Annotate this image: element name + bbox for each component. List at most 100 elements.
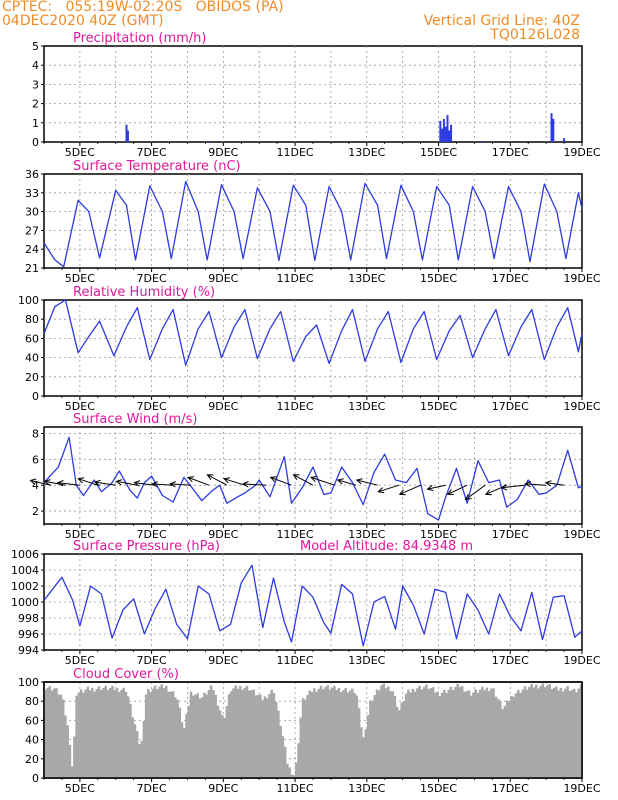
precip-bar xyxy=(480,141,483,142)
wind-vector-head xyxy=(310,476,318,483)
cloud-bar xyxy=(321,689,325,778)
cloud-bar xyxy=(364,729,368,778)
pressure-ytick-label: 998 xyxy=(18,612,39,625)
cloud-bar xyxy=(427,688,430,778)
wind-vector xyxy=(270,476,292,486)
cloud-bar xyxy=(492,688,495,778)
wind-vector-head xyxy=(133,480,141,487)
cloud-bar xyxy=(472,692,475,778)
cloud-bar xyxy=(187,705,191,778)
temp-xtick-label: 11DEC xyxy=(277,272,314,285)
cloud-bar xyxy=(566,686,569,778)
precip-frame xyxy=(43,45,583,143)
cloud-bar xyxy=(111,685,114,778)
wind-vector-head xyxy=(115,479,123,486)
cloud-bar xyxy=(494,696,498,778)
cloud-bar xyxy=(409,692,412,778)
temp-xtick-label: 19DEC xyxy=(563,272,600,285)
cloud-bar xyxy=(212,690,215,778)
cloud-bar xyxy=(313,688,316,778)
temp-xtick-label: 17DEC xyxy=(492,272,529,285)
wind-vector xyxy=(152,483,174,486)
cloud-bar xyxy=(138,744,141,778)
cloud-bar xyxy=(326,685,329,778)
cloud-bar xyxy=(440,692,444,778)
cloud-bar xyxy=(357,708,361,778)
wind-xtick-label: 5DEC xyxy=(65,528,95,541)
cloud-bar xyxy=(250,690,253,778)
cloud-bar xyxy=(460,686,464,778)
temp-xtick-label: 13DEC xyxy=(348,272,385,285)
cloud-bar xyxy=(373,695,377,778)
cloud-bar xyxy=(366,714,370,778)
cloud-bar xyxy=(308,690,312,778)
cloud-bar xyxy=(503,706,507,778)
cloud-bar xyxy=(310,692,314,778)
precip-bar xyxy=(442,118,445,142)
wind-vector xyxy=(378,484,400,493)
temp-xtick-label: 5DEC xyxy=(65,272,95,285)
cloud-bar xyxy=(261,700,264,778)
wind-vector-head xyxy=(93,479,101,487)
cloud-bar xyxy=(93,691,96,778)
cloud-bar xyxy=(422,687,426,778)
cloud-bar xyxy=(48,686,52,778)
cloud-bar xyxy=(573,688,576,778)
cloud-bar xyxy=(200,697,204,778)
wind-ytick-label: 8 xyxy=(32,427,39,440)
cloud-bar xyxy=(393,695,397,778)
cloud-bar xyxy=(223,717,226,778)
wind-vector-head xyxy=(77,477,85,484)
cloud-bar xyxy=(306,695,309,778)
cloud-bar xyxy=(270,689,273,778)
cloud-bar xyxy=(485,687,489,778)
wind-vector xyxy=(525,483,547,486)
cloud-xtick-label: 15DEC xyxy=(420,782,457,795)
wind-xtick-label: 11DEC xyxy=(277,528,314,541)
precip-xtick-label: 7DEC xyxy=(137,146,167,159)
cloud-bar xyxy=(570,690,574,778)
wind-vector-head xyxy=(292,474,300,480)
wind-ytick-label: 4 xyxy=(32,479,39,492)
wind-vector xyxy=(465,484,486,500)
cloud-bar xyxy=(279,725,282,778)
cloud-bar xyxy=(301,698,305,778)
cloud-bar xyxy=(77,692,81,778)
cloud-bar xyxy=(324,687,327,778)
wind-vector xyxy=(242,483,267,486)
run-datetime: 04DEC2020 40Z (GMT) xyxy=(2,13,164,29)
temp-ytick-label: 36 xyxy=(25,168,39,181)
wind-vector-head xyxy=(269,476,277,483)
precip-bar xyxy=(125,124,128,142)
cloud-bar xyxy=(481,686,484,778)
rh-ytick-label: 100 xyxy=(18,294,39,307)
wind-vector-head xyxy=(446,489,454,495)
rh-xtick-label: 5DEC xyxy=(65,400,95,413)
cloud-bar xyxy=(425,684,428,778)
rh-xtick-label: 9DEC xyxy=(208,400,238,413)
cloud-bar xyxy=(165,685,168,778)
cloud-frame-top xyxy=(43,681,583,779)
page-header: CPTEC: 055:19W-02:20S OBIDOS (PA) 04DEC2… xyxy=(0,0,618,43)
cloud-bar xyxy=(501,709,504,778)
cloud-bar xyxy=(559,687,563,778)
cloud-bar xyxy=(66,725,69,778)
cloud-bar xyxy=(140,740,143,778)
cloud-bar xyxy=(348,690,352,778)
temp-ytick-label: 24 xyxy=(25,243,39,256)
cloud-bar xyxy=(577,688,581,778)
wind-vector-head xyxy=(336,478,344,485)
cloud-bar xyxy=(50,690,54,778)
wind-vector xyxy=(310,476,335,486)
wind-xtick-label: 13DEC xyxy=(348,528,385,541)
pressure-annotation: Model Altitude: 84.9348 m xyxy=(300,539,473,554)
cloud-bar xyxy=(129,703,132,778)
cloud-bar xyxy=(236,688,240,778)
rh-xtick-label: 7DEC xyxy=(137,400,167,413)
cloud-bar xyxy=(180,722,184,778)
cloud-bar xyxy=(288,767,291,778)
cloud-bar xyxy=(449,686,453,778)
wind-vector xyxy=(44,480,66,486)
wind-vector-head xyxy=(426,484,434,492)
precip-bar xyxy=(563,138,566,142)
